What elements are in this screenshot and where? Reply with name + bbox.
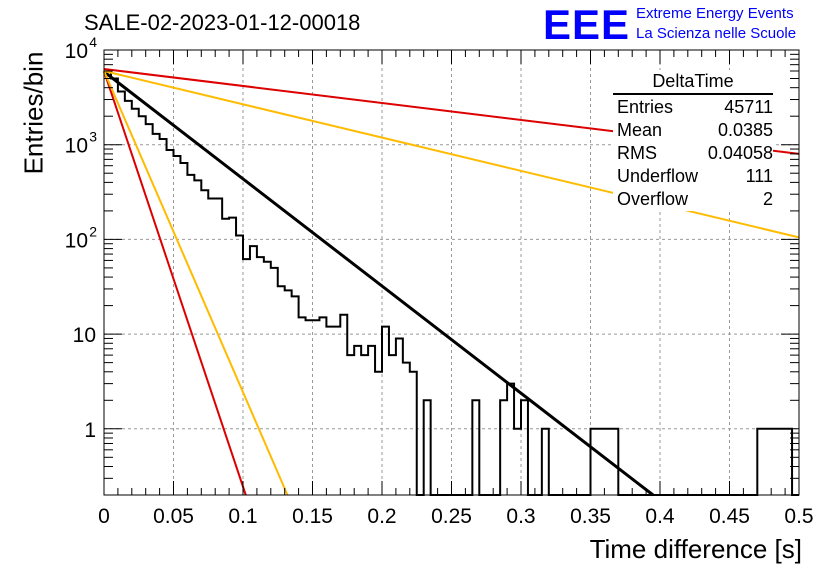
stats-label: RMS — [617, 143, 657, 163]
x-tick-label: 0.3 — [506, 505, 535, 528]
y-tick-label: 10 — [65, 135, 88, 158]
org-name: Extreme Energy Events La Scienza nelle S… — [636, 4, 796, 44]
x-tick-label: 0 — [98, 505, 110, 528]
y-tick-label: 10 — [65, 40, 88, 63]
fit-line-4 — [103, 70, 289, 496]
x-axis-label: Time difference [s] — [589, 534, 802, 564]
stats-value: 111 — [745, 166, 773, 186]
y-tick-exponent: 2 — [89, 223, 97, 239]
stats-title: DeltaTime — [613, 70, 773, 95]
x-tick-label: 0.25 — [431, 505, 472, 528]
stats-row-overflow: Overflow 2 — [613, 188, 773, 211]
stats-row-underflow: Underflow 111 — [613, 165, 773, 188]
y-tick-exponent: 3 — [89, 129, 97, 145]
x-tick-label: 0.45 — [709, 505, 750, 528]
x-tick-label: 0.2 — [367, 505, 396, 528]
stats-box: DeltaTime Entries 45711 Mean 0.0385 RMS … — [613, 70, 773, 211]
stats-label: Overflow — [617, 189, 689, 209]
stats-value: 45711 — [724, 97, 773, 117]
run-label: SALE-02-2023-01-12-00018 — [84, 10, 361, 35]
stats-row-mean: Mean 0.0385 — [613, 119, 773, 142]
y-tick-label: 1 — [84, 419, 96, 442]
org-name-line-2: La Scienza nelle Scuole — [636, 25, 797, 42]
stats-value: 0.04058 — [707, 143, 773, 163]
y-tick-label: 10 — [65, 229, 88, 252]
x-tick-label: 0.15 — [292, 505, 333, 528]
eee-logo: EEE — [543, 1, 631, 48]
stats-label: Underflow — [617, 166, 699, 186]
x-tick-label: 0.4 — [645, 505, 675, 528]
y-tick-exponent: 4 — [89, 34, 97, 50]
x-tick-label: 0.35 — [570, 505, 611, 528]
org-name-line-1: Extreme Energy Events — [636, 5, 794, 22]
y-axis-label: Entries/bin — [18, 51, 49, 175]
axis-ticks: 0 0.05 0.1 0.15 0.2 0.25 0.3 0.35 0.4 0.45 0.5 1 10 1… — [65, 34, 814, 528]
stats-value: 0.0385 — [717, 120, 773, 140]
x-tick-label: 0.5 — [784, 505, 813, 528]
stats-row-entries: Entries 45711 — [613, 96, 773, 119]
stats-row-rms: RMS 0.04058 — [613, 142, 773, 165]
fit-line-3 — [103, 70, 247, 496]
x-tick-label: 0.1 — [228, 505, 257, 528]
stats-label: Entries — [617, 97, 674, 117]
x-tick-label: 0.05 — [153, 505, 194, 528]
fit-line-0 — [103, 70, 654, 497]
stats-value: 2 — [762, 189, 773, 209]
stats-label: Mean — [617, 120, 663, 140]
y-tick-label: 10 — [73, 324, 96, 347]
